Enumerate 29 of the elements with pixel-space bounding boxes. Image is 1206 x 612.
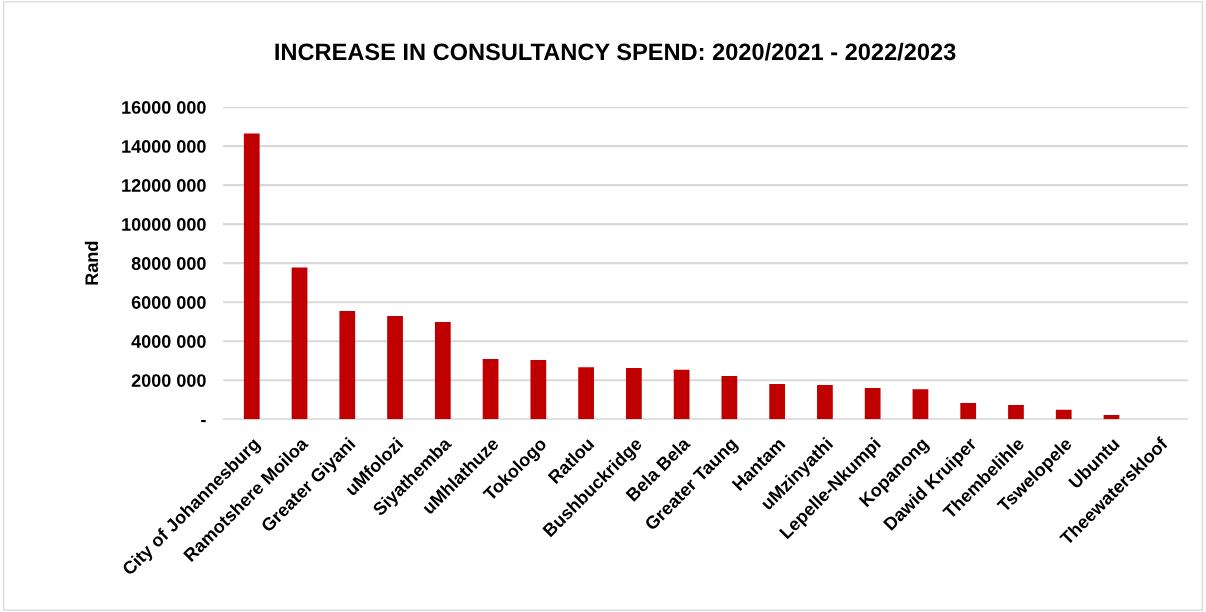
bar (912, 389, 929, 420)
bar (673, 369, 690, 420)
bar (434, 322, 451, 420)
y-tick-label: 8000 000 (131, 257, 206, 270)
y-tick-label: 16000 000 (122, 101, 206, 114)
y-tick-label: 14000 000 (122, 140, 206, 153)
bar (721, 375, 738, 420)
y-tick-label: 10000 000 (122, 218, 206, 231)
bar (864, 388, 881, 420)
bar (625, 367, 642, 420)
bar (769, 384, 786, 420)
bar (1055, 409, 1072, 420)
bar (339, 310, 356, 420)
y-axis-title: Rand (84, 241, 99, 285)
bar (578, 367, 594, 420)
bar (291, 267, 308, 420)
bar (387, 316, 403, 420)
bar (482, 358, 499, 420)
y-tick-label: 12000 000 (122, 179, 206, 192)
y-tick-label: - (201, 420, 206, 423)
y-tick-label: 2000 000 (131, 374, 206, 387)
y-tick-label: 4000 000 (131, 335, 206, 348)
y-tick-label: 6000 000 (131, 296, 206, 309)
chart-title: INCREASE IN CONSULTANCY SPEND: 2020/2021 - 2022/2023 (275, 42, 956, 61)
bar (817, 384, 833, 420)
bar (960, 403, 977, 420)
bar (1008, 404, 1024, 420)
bar (243, 133, 260, 420)
bar (530, 360, 547, 420)
